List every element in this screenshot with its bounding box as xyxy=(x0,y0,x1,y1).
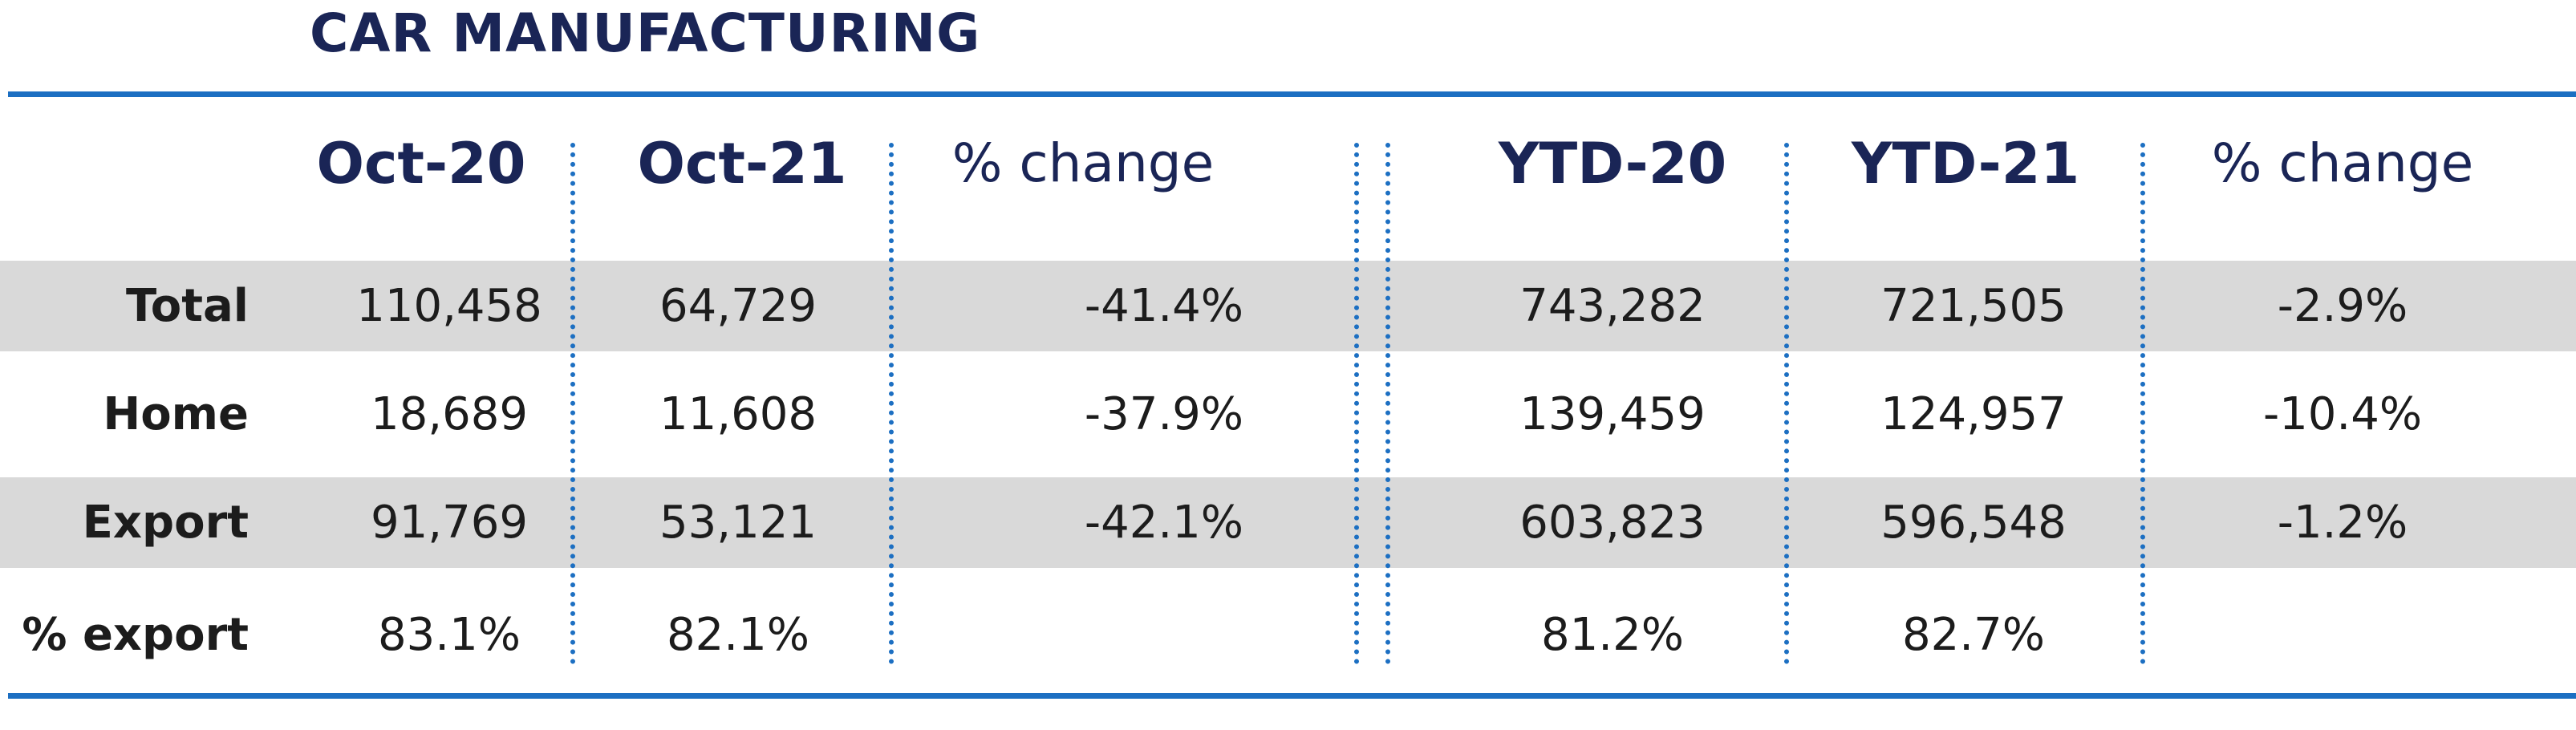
cell-total-pct-change-month: -41.4% xyxy=(1084,280,1243,332)
cell-home-ytd-21: 124,957 xyxy=(1880,388,2067,440)
cell-pct-export-oct-20: 83.1% xyxy=(378,609,521,661)
cell-export-ytd-20: 603,823 xyxy=(1519,497,1706,549)
cell-total-oct-21: 64,729 xyxy=(659,280,817,332)
cell-home-ytd-20: 139,459 xyxy=(1519,388,1706,440)
cell-home-oct-21: 11,608 xyxy=(659,388,817,440)
cell-export-oct-21: 53,121 xyxy=(659,497,817,549)
row-label-home: Home xyxy=(103,388,249,440)
cell-total-oct-20: 110,458 xyxy=(356,280,542,332)
cell-pct-export-oct-21: 82.1% xyxy=(667,609,809,661)
column-separator xyxy=(570,143,575,664)
row-label-pct-export: % export xyxy=(22,609,249,661)
cell-total-ytd-21: 721,505 xyxy=(1880,280,2067,332)
row-band-export xyxy=(0,477,2576,568)
cell-pct-export-ytd-20: 81.2% xyxy=(1541,609,1684,661)
column-separator xyxy=(2140,143,2145,664)
cell-home-pct-change-ytd: -10.4% xyxy=(2262,388,2423,440)
top-rule xyxy=(8,91,2576,97)
cell-home-pct-change-month: -37.9% xyxy=(1084,388,1243,440)
cell-pct-export-ytd-21: 82.7% xyxy=(1902,609,2045,661)
column-separator xyxy=(1385,143,1390,664)
bottom-rule xyxy=(8,693,2576,699)
cell-total-pct-change-ytd: -2.9% xyxy=(2277,280,2408,332)
column-separator xyxy=(1784,143,1789,664)
cell-export-pct-change-month: -42.1% xyxy=(1084,497,1243,549)
column-separator xyxy=(1354,143,1359,664)
col-header-pct-change-ytd: % change xyxy=(2211,132,2474,194)
cell-total-ytd-20: 743,282 xyxy=(1519,280,1706,332)
col-header-ytd-21: YTD-21 xyxy=(1851,131,2080,197)
cell-export-ytd-21: 596,548 xyxy=(1880,497,2067,549)
row-label-total: Total xyxy=(126,280,249,332)
col-header-pct-change-month: % change xyxy=(951,132,1215,194)
col-header-ytd-20: YTD-20 xyxy=(1498,131,1727,197)
column-separator xyxy=(889,143,894,664)
cell-pct-export-pct-change-ytd xyxy=(2230,590,2455,680)
row-label-export: Export xyxy=(82,497,249,549)
cell-export-oct-20: 91,769 xyxy=(371,497,528,549)
cell-pct-export-pct-change-month xyxy=(1035,590,1243,680)
page-title: CAR MANUFACTURING xyxy=(310,2,981,64)
col-header-oct-20: Oct-20 xyxy=(316,131,526,197)
cell-home-oct-20: 18,689 xyxy=(371,388,528,440)
col-header-oct-21: Oct-21 xyxy=(637,131,847,197)
cell-export-pct-change-ytd: -1.2% xyxy=(2277,497,2408,549)
row-band-total xyxy=(0,261,2576,351)
